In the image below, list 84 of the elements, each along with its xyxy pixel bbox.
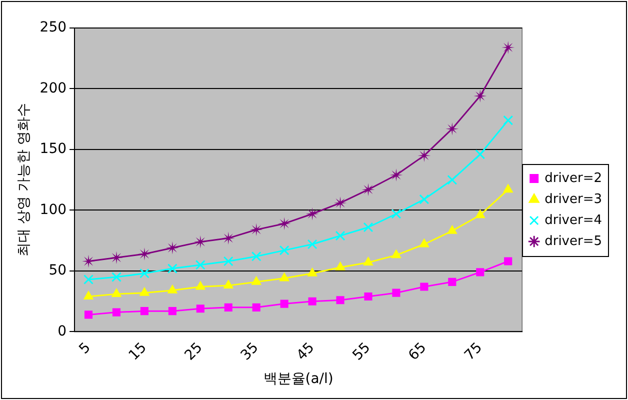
point [112, 288, 122, 298]
x-tick-label: 55 [350, 340, 374, 364]
point [224, 280, 234, 289]
point [252, 276, 262, 285]
point [476, 268, 484, 276]
point [447, 174, 458, 185]
point [446, 122, 459, 136]
x-tick-label: 45 [294, 340, 318, 364]
point [138, 247, 151, 260]
point [140, 307, 148, 316]
point [391, 250, 402, 258]
legend-label: driver=4 [544, 212, 602, 228]
legend-label: driver=5 [544, 234, 602, 249]
point [195, 260, 206, 270]
point [308, 297, 316, 306]
point [196, 281, 206, 290]
x-tick-label: 25 [182, 340, 206, 364]
point [503, 115, 514, 126]
point [111, 272, 122, 282]
x-tick-label: 15 [126, 340, 150, 364]
point [334, 196, 347, 210]
point [448, 278, 456, 286]
point [503, 184, 513, 193]
point [362, 183, 375, 196]
y-tick-label: 150 [40, 141, 67, 158]
point [474, 90, 487, 103]
point [84, 274, 94, 284]
y-axis-title: 최대 상영 가능한 영화수 [16, 103, 32, 257]
point [110, 251, 123, 264]
point [139, 268, 150, 278]
point [279, 272, 290, 282]
point [194, 235, 207, 248]
point [335, 262, 346, 270]
y-tick-label: 200 [40, 80, 67, 96]
point [84, 290, 94, 300]
legend-label: driver=3 [544, 192, 602, 207]
point [447, 225, 457, 234]
point [82, 254, 96, 268]
point [252, 303, 260, 312]
point [250, 223, 263, 236]
point [196, 304, 204, 313]
point [391, 208, 402, 219]
point [420, 282, 428, 291]
point [419, 194, 430, 204]
point [280, 300, 288, 308]
y-tick-label: 100 [40, 202, 67, 218]
x-tick-label: 65 [406, 340, 430, 364]
point [223, 256, 234, 266]
point [475, 210, 485, 218]
point [307, 239, 318, 250]
point [336, 296, 344, 304]
point [167, 264, 178, 274]
point [278, 217, 291, 230]
point [504, 257, 512, 266]
point [168, 307, 176, 316]
x-tick-label: 5 [76, 340, 94, 358]
point [363, 222, 374, 232]
point [418, 149, 431, 162]
point [224, 303, 232, 312]
point [502, 40, 515, 54]
point [363, 256, 374, 266]
point [140, 287, 150, 296]
point [166, 241, 179, 254]
point [307, 268, 318, 276]
point [364, 292, 372, 301]
point [112, 308, 121, 316]
point [251, 251, 262, 262]
x-tick-label: 75 [462, 340, 486, 364]
point [475, 149, 486, 160]
x-axis-title: 백분율(a/l) [263, 371, 334, 388]
point [279, 245, 290, 256]
y-tick-label: 50 [48, 262, 67, 279]
x-tick-label: 35 [238, 340, 262, 364]
point [306, 207, 319, 220]
point [390, 168, 403, 182]
y-tick-label: 0 [58, 323, 67, 340]
y-tick-label: 250 [40, 20, 67, 36]
legend-label: driver=2 [544, 170, 602, 186]
point [168, 284, 178, 294]
point [392, 288, 400, 297]
point [419, 238, 430, 248]
point [335, 230, 346, 241]
point [84, 310, 93, 319]
point [222, 232, 235, 245]
